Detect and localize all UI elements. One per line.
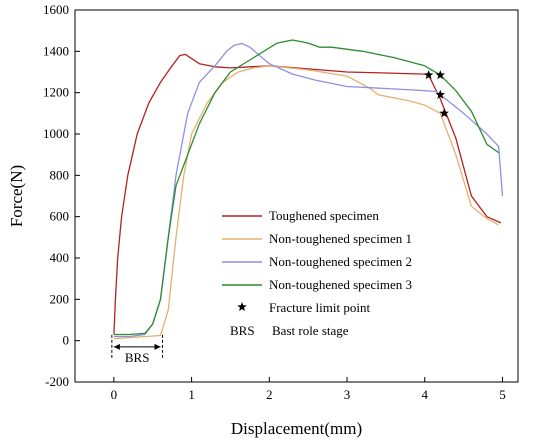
series-line-2 (113, 65, 499, 340)
legend-label-2: Non-toughened specimen 1 (269, 231, 412, 246)
axis-ticks: 0 1 2 3 4 5 -200 0 200 400 600 800 1000 1200 1400 1600 (43, 2, 506, 402)
legend-fracture-label: Fracture limit point (269, 300, 370, 315)
legend-brs-description: Bast role stage (272, 323, 349, 338)
x-tick-label: 3 (344, 387, 351, 402)
y-tick-label: 0 (63, 333, 70, 348)
y-tick-label: 1600 (43, 2, 69, 17)
fracture-star (439, 108, 449, 118)
y-tick-label: 800 (50, 167, 70, 182)
x-tick-label: 0 (111, 387, 118, 402)
x-tick-label: 4 (421, 387, 428, 402)
brs-label: BRS (125, 350, 150, 365)
fracture-markers (423, 70, 449, 118)
legend-label-3: Non-toughened specimen 2 (269, 254, 412, 269)
brs-annotation: BRS (111, 334, 163, 365)
legend-label-1: Toughened specimen (269, 208, 379, 223)
x-tick-label: 1 (188, 387, 195, 402)
series-lines (113, 39, 504, 340)
x-axis-title: Displacement(mm) (231, 419, 362, 438)
legend-star-icon (237, 302, 247, 312)
y-axis-title: Force(N) (7, 165, 26, 227)
y-tick-label: -200 (45, 374, 69, 389)
y-tick-label: 1000 (43, 126, 69, 141)
x-tick-label: 5 (499, 387, 506, 402)
y-tick-label: 200 (50, 291, 70, 306)
plot-frame (74, 9, 519, 383)
fracture-star (423, 70, 434, 80)
x-tick-label: 2 (266, 387, 273, 402)
legend-brs-abbrev: BRS (230, 323, 255, 338)
legend-label-4: Non-toughened specimen 3 (269, 277, 412, 292)
brs-arrow-head-right (154, 343, 161, 350)
brs-arrow-head-left (113, 343, 120, 350)
y-tick-label: 1200 (43, 85, 69, 100)
legend: Toughened specimen Non-toughened specimen… (222, 208, 412, 338)
fracture-star (435, 89, 446, 99)
fracture-star (435, 70, 446, 80)
y-tick-label: 400 (50, 250, 70, 265)
y-tick-label: 1400 (43, 43, 69, 58)
y-tick-label: 600 (50, 209, 70, 224)
